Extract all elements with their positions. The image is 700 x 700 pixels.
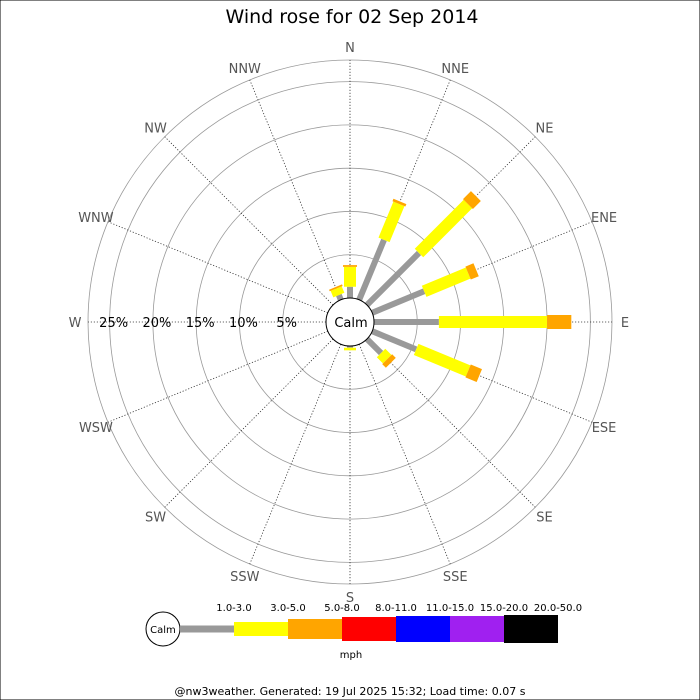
bar-nne-5.0-8.0 (392, 198, 407, 207)
legend-swatch-20.0-50.0 (504, 615, 558, 643)
bar-ne-3.0-5.0 (414, 199, 473, 258)
direction-label-w: W (69, 316, 82, 331)
direction-label-n: N (345, 41, 355, 56)
legend-label-11.0-15.0: 11.0-15.0 (426, 603, 474, 614)
direction-label-ssw: SSW (230, 570, 260, 585)
legend-swatch-1.0-3.0 (180, 625, 234, 633)
radial-tick-label: 15% (186, 316, 215, 331)
bar-nnw-5.0-8.0 (329, 284, 343, 292)
radial-tick-labels: 5% 10% 15% 20% 25% (99, 316, 297, 331)
bar-se-1.0-3.0 (364, 336, 384, 356)
calm-circle (325, 297, 375, 347)
bar-ese-3.0-5.0 (413, 343, 471, 377)
legend-label-1.0-3.0: 1.0-3.0 (216, 603, 251, 614)
direction-label-sw: SW (145, 510, 166, 525)
spoke-sse (358, 344, 451, 565)
direction-label-ne: NE (535, 122, 553, 137)
direction-label-nnw: NNW (229, 62, 261, 77)
direction-label-ene: ENE (591, 211, 617, 226)
legend-swatch-3.0-5.0 (234, 622, 288, 636)
bar-nnw-1.0-3.0 (336, 293, 344, 301)
direction-label-e: E (621, 316, 629, 331)
spoke-nw (164, 136, 334, 306)
spoke-se (366, 338, 536, 508)
bar-ene-1.0-3.0 (371, 288, 426, 316)
bar-ene-3.0-5.0 (421, 267, 471, 297)
calm-circle-group: Calm (325, 297, 375, 347)
legend-unit-label: mph (340, 650, 362, 661)
bar-ese-5.0-8.0 (465, 364, 482, 383)
radial-tick-label: 25% (99, 316, 128, 331)
legend-label-3.0-5.0: 3.0-5.0 (270, 603, 305, 614)
spoke-wnw (107, 221, 328, 314)
legend-label-5.0-8.0: 5.0-8.0 (324, 603, 359, 614)
bar-ne-5.0-8.0 (462, 191, 481, 210)
legend-swatch-11.0-15.0 (396, 616, 450, 642)
radial-tick-label: 20% (142, 316, 171, 331)
direction-label-wnw: WNW (78, 211, 114, 226)
legend-swatch-15.0-20.0 (450, 616, 504, 642)
legend-label-20.0-50.0: 20.0-50.0 (534, 603, 582, 614)
chart-title: Wind rose for 02 Sep 2014 (225, 6, 478, 28)
radial-tick-label: 5% (276, 316, 297, 331)
direction-label-se: SE (536, 510, 552, 525)
spoke-ssw (249, 344, 342, 565)
bar-ne-1.0-3.0 (364, 250, 422, 308)
wind-bars (329, 191, 572, 383)
footer-text: @nw3weather. Generated: 19 Jul 2025 15:3… (175, 685, 526, 698)
direction-label-sse: SSE (443, 570, 468, 585)
bar-ese-1.0-3.0 (371, 328, 418, 353)
bar-nne-3.0-5.0 (378, 201, 405, 243)
direction-label-wsw: WSW (79, 421, 113, 436)
direction-label-nne: NNE (441, 62, 469, 77)
spoke-nnw (249, 79, 342, 300)
bar-nne-1.0-3.0 (356, 238, 387, 301)
spoke-sw (164, 338, 334, 508)
legend-label-15.0-20.0: 15.0-20.0 (480, 603, 528, 614)
bar-se-5.0-8.0 (382, 354, 396, 368)
direction-label-ese: ESE (592, 421, 617, 436)
radial-tick-label: 10% (229, 316, 258, 331)
bar-se-3.0-5.0 (376, 348, 392, 364)
direction-label-s: S (346, 591, 354, 606)
legend-label-8.0-11.0: 8.0-11.0 (375, 603, 417, 614)
spoke-wsw (107, 330, 328, 423)
direction-label-nw: NW (144, 122, 167, 137)
direction-labels: N NNE NE ENE E ESE SE SSE S SSW SW WSW W WNW NW NNW (69, 41, 630, 606)
legend-swatch-5.0-8.0 (288, 619, 342, 639)
bar-ene-5.0-8.0 (465, 263, 479, 280)
legend-swatch-8.0-11.0 (342, 617, 396, 641)
speed-legend: Calm 1.0-3.0 3.0-5.0 5.0-8.0 8.0-11.0 11.0-1… (145, 603, 582, 661)
calm-label: Calm (334, 316, 367, 331)
bar-nnw-3.0-5.0 (330, 286, 345, 298)
legend-calm-label: Calm (150, 625, 176, 636)
